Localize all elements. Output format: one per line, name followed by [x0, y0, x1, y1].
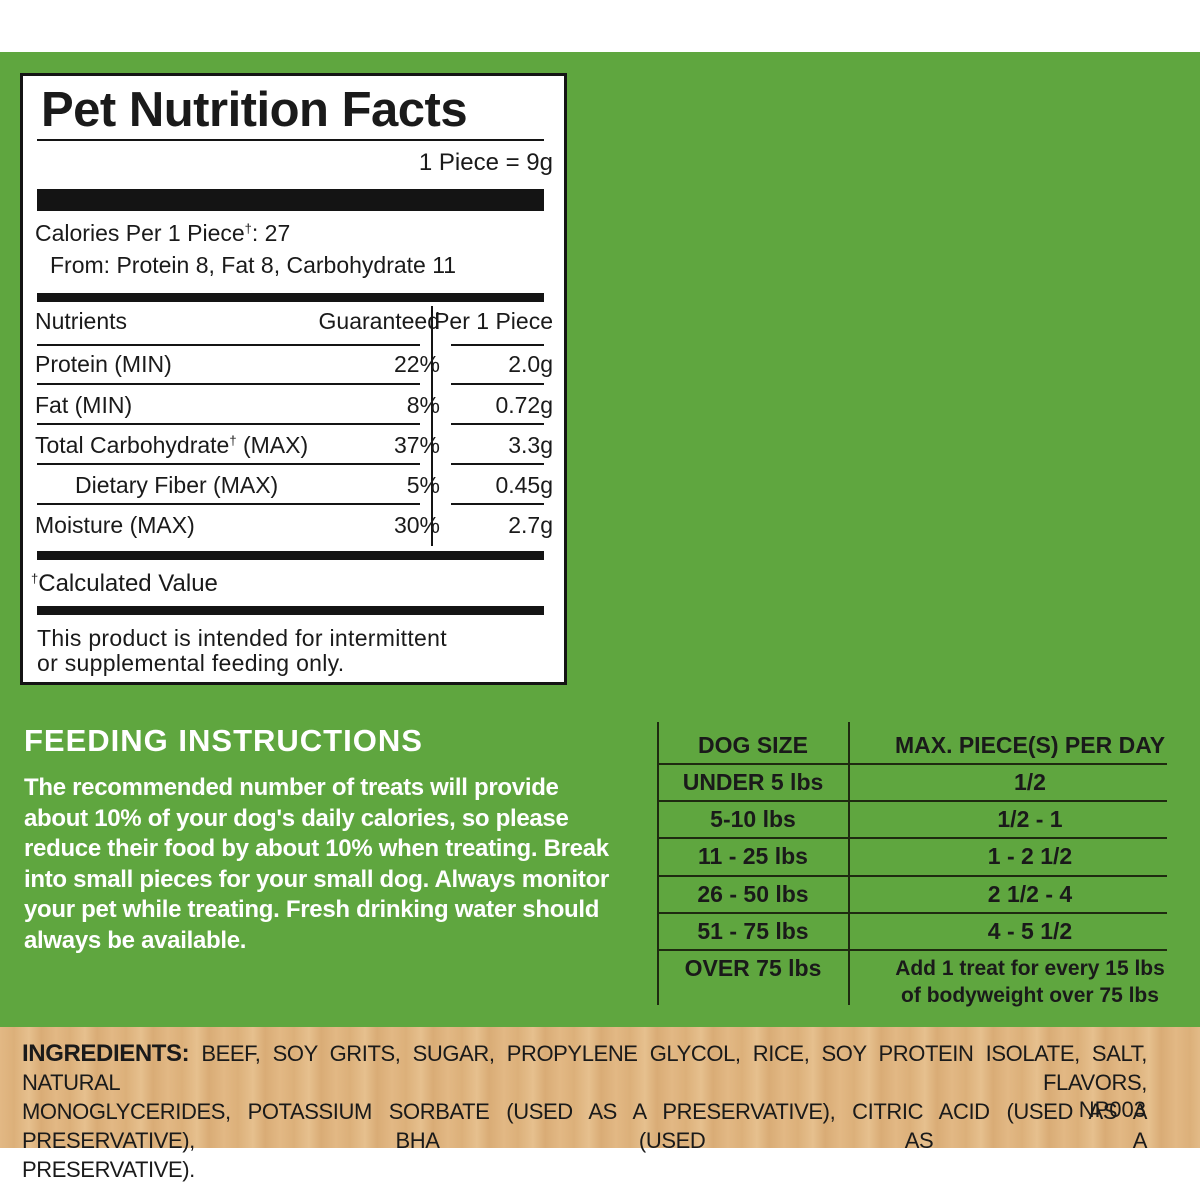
row-divider	[37, 423, 420, 425]
thick-rule-top	[37, 189, 544, 211]
row-divider	[451, 383, 544, 385]
dog-size-cell: 51 - 75 lbs	[697, 918, 809, 944]
max-pieces-cell: 1/2 - 1	[997, 806, 1063, 832]
nutrient-label: Protein (MIN)	[35, 351, 172, 377]
row-divider	[451, 423, 544, 425]
max-pieces-cell: 4 - 5 1/2	[987, 918, 1073, 944]
calories-from: From: Protein 8, Fat 8, Carbohydrate 11	[50, 252, 457, 278]
calories-line: Calories Per 1 Piece†: 27	[35, 220, 290, 247]
table-row-divider	[657, 837, 1167, 839]
table-header-dog-size: DOG SIZE	[698, 732, 808, 758]
header-nutrients: Nutrients	[35, 308, 128, 334]
nutrient-label: Moisture (MAX)	[35, 512, 195, 538]
row-divider	[451, 463, 544, 465]
row-divider	[451, 503, 544, 505]
thick-rule-footer	[37, 606, 544, 615]
feeding-table: DOG SIZE MAX. PIECE(S) PER DAY UNDER 5 l…	[657, 722, 1167, 1007]
nutrient-guaranteed: 22%	[393, 351, 440, 377]
dog-size-cell: 5-10 lbs	[710, 806, 796, 832]
max-pieces-cell: 1 - 2 1/2	[987, 843, 1073, 869]
nutrient-guaranteed: 37%	[393, 432, 440, 458]
calculated-value-note: †Calculated Value	[31, 570, 218, 598]
title-rule	[37, 139, 544, 141]
calories-label: Calories Per 1 Piece	[35, 220, 245, 246]
dog-size-cell: 26 - 50 lbs	[697, 881, 809, 907]
ingredients-block: INGREDIENTS: BEEF, SOY GRITS, SUGAR, PRO…	[22, 1039, 1147, 1184]
nutrition-facts-box: Pet Nutrition Facts 1 Piece = 9g Calorie…	[20, 73, 567, 685]
ingredients-line-3: PRESERVATIVE).	[22, 1157, 195, 1182]
nutrient-label: Total Carbohydrate	[35, 432, 230, 458]
dagger-mark: †	[31, 571, 39, 586]
ingredients-line-2: MONOGLYCERIDES, POTASSIUM SORBATE (USED …	[22, 1099, 1147, 1153]
dagger-mark: †	[244, 221, 252, 236]
table-border	[657, 722, 659, 1005]
ingredients-line-1: INGREDIENTS: BEEF, SOY GRITS, SUGAR, PRO…	[22, 1039, 1147, 1097]
row-divider	[37, 383, 420, 385]
nutrition-title: Pet Nutrition Facts	[41, 83, 468, 137]
nutrient-per-piece: 2.7g	[508, 512, 553, 538]
max-pieces-cell: 2 1/2 - 4	[987, 881, 1073, 907]
nutrient-guaranteed: 8%	[406, 392, 440, 418]
nutrient-guaranteed: 5%	[406, 472, 440, 498]
disclaimer-line: This product is intended for intermitten…	[37, 625, 447, 651]
table-row-divider	[657, 875, 1167, 877]
calories-value: : 27	[251, 220, 291, 246]
disclaimer-line: or supplemental feeding only.	[37, 650, 345, 676]
max-pieces-cell-over-75: Add 1 treat for every 15 lbs of bodyweig…	[849, 955, 1200, 1009]
table-column-divider	[848, 722, 850, 1005]
nutrient-per-piece: 3.3g	[508, 432, 553, 458]
nutrient-label-with-dagger: Total Carbohydrate† (MAX)	[35, 432, 308, 459]
nutrient-label: Fat (MIN)	[35, 392, 133, 418]
nutrient-guaranteed: 30%	[393, 512, 440, 538]
table-row-divider	[657, 800, 1167, 802]
dog-size-cell: OVER 75 lbs	[684, 955, 822, 981]
thick-rule-mid	[37, 293, 544, 302]
header-guaranteed: Guaranteed	[318, 308, 440, 334]
max-pieces-line: of bodyweight over 75 lbs	[901, 984, 1159, 1007]
table-row-divider	[657, 949, 1167, 951]
max-pieces-cell: 1/2	[1014, 769, 1046, 795]
ingredients-label: INGREDIENTS:	[22, 1040, 190, 1067]
product-code: NP003	[1078, 1097, 1146, 1122]
nutrient-per-piece: 0.45g	[495, 472, 553, 498]
nutrient-per-piece: 2.0g	[508, 351, 553, 377]
nutrient-label-suffix: (MAX)	[236, 432, 309, 458]
serving-size: 1 Piece = 9g	[418, 149, 553, 176]
feeding-disclaimer: This product is intended for intermitten…	[37, 626, 447, 676]
row-divider	[451, 344, 544, 346]
table-row-divider	[657, 763, 1167, 765]
table-row-divider	[657, 912, 1167, 914]
row-divider	[37, 503, 420, 505]
feeding-instructions-text: The recommended number of treats will pr…	[24, 774, 609, 954]
dog-size-cell: 11 - 25 lbs	[698, 843, 808, 869]
nutrient-per-piece: 0.72g	[495, 392, 553, 418]
row-divider	[37, 344, 420, 346]
column-divider	[431, 306, 433, 546]
ingredients-text: BEEF, SOY GRITS, SUGAR, PROPYLENE GLYCOL…	[22, 1041, 1147, 1095]
dog-size-cell: UNDER 5 lbs	[682, 769, 824, 795]
calculated-value-text: Calculated Value	[38, 570, 218, 597]
table-header-max-pieces: MAX. PIECE(S) PER DAY	[894, 732, 1166, 758]
thick-rule-bottom	[37, 551, 544, 560]
max-pieces-line: Add 1 treat for every 15 lbs	[895, 957, 1165, 980]
dagger-mark: †	[229, 433, 237, 448]
header-per-piece: Per 1 Piece	[434, 308, 553, 334]
feeding-instructions-title: FEEDING INSTRUCTIONS	[24, 723, 423, 758]
ingredients-wood-panel	[0, 1027, 1200, 1148]
row-divider	[37, 463, 420, 465]
nutrient-label: Dietary Fiber (MAX)	[75, 472, 279, 498]
